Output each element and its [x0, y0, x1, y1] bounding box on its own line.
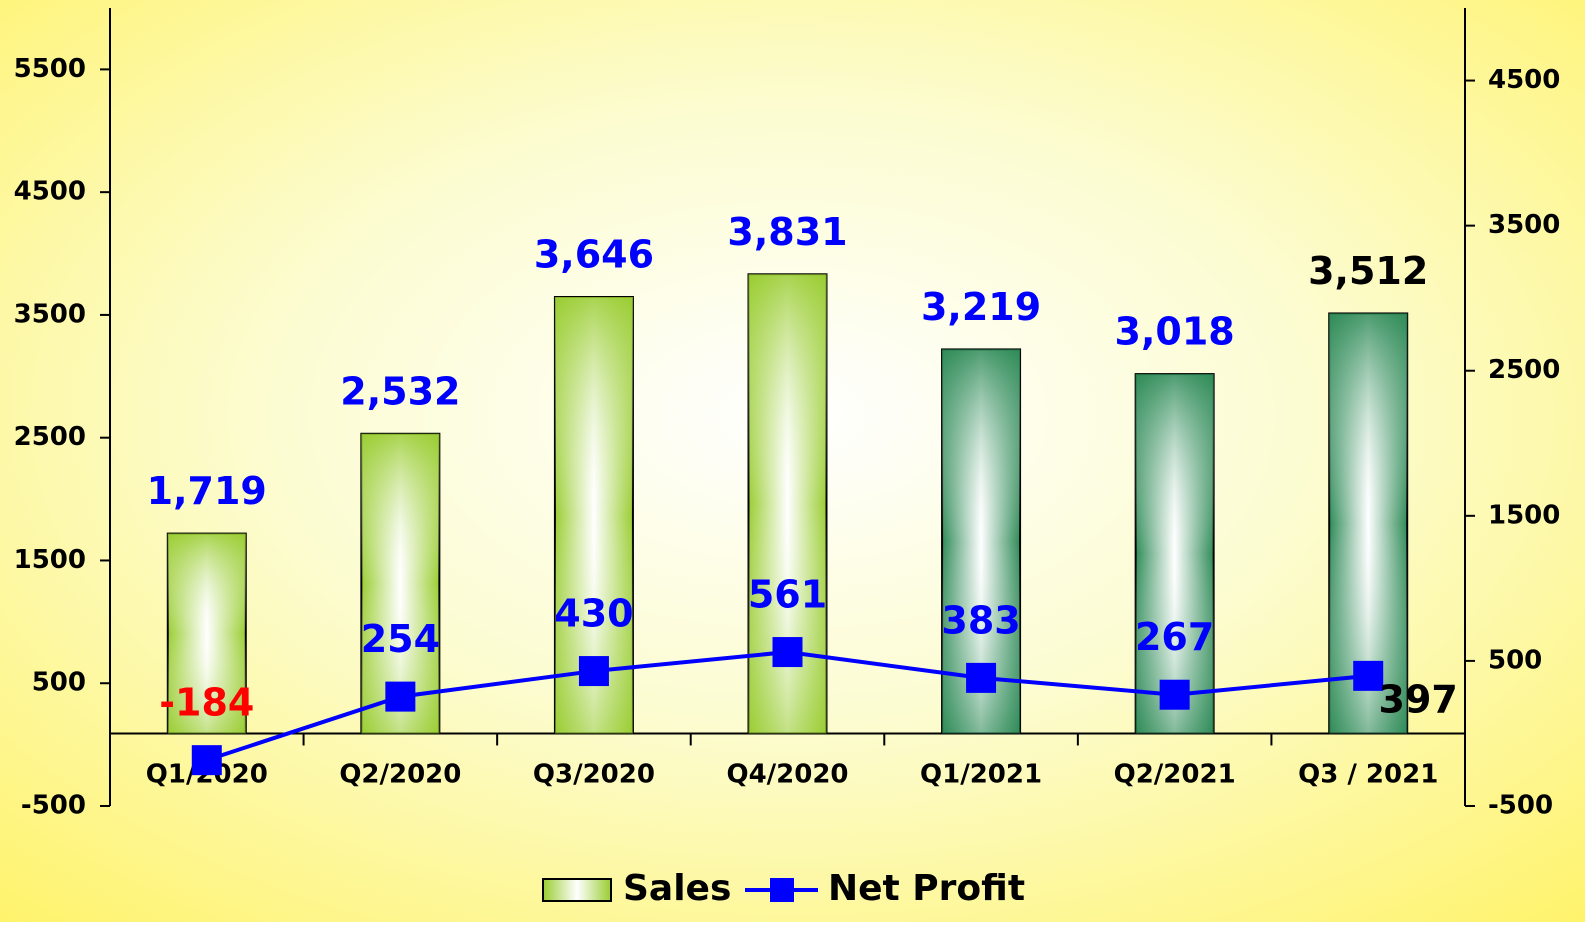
line-marker [191, 745, 222, 776]
line-value-label: 397 [1379, 677, 1458, 721]
legend-label: Sales [623, 868, 731, 909]
y-tick-label: 500 [32, 668, 86, 698]
x-tick-label: Q4/2020 [726, 760, 848, 790]
y-tick-label: -500 [21, 791, 86, 821]
x-tick-label: Q1/2021 [920, 760, 1042, 790]
line-value-label: 254 [361, 617, 440, 661]
line-value-label: 561 [748, 573, 827, 617]
bar-value-label: 1,719 [147, 469, 267, 513]
line-marker [1159, 679, 1190, 710]
y2-tick-label: 500 [1488, 645, 1542, 675]
y2-tick-label: 1500 [1488, 500, 1560, 530]
bar-value-label: 3,831 [727, 210, 847, 254]
line-marker [385, 681, 416, 712]
line-value-label: -184 [159, 681, 254, 725]
y2-tick-label: 3500 [1488, 210, 1560, 240]
x-tick-label: Q3/2020 [533, 760, 655, 790]
y-tick-label: 3500 [14, 299, 86, 329]
x-tick-label: Q2/2020 [339, 760, 461, 790]
line-marker [966, 662, 997, 693]
x-tick-label: Q2/2021 [1114, 760, 1236, 790]
bar-value-label: 2,532 [340, 369, 460, 413]
y-tick-label: 5500 [14, 54, 86, 84]
legend-marker [770, 878, 794, 902]
bar-value-label: 3,018 [1115, 310, 1235, 354]
legend-swatch [542, 878, 612, 902]
line-value-label: 383 [941, 598, 1020, 642]
y-tick-label: 2500 [14, 422, 86, 452]
y-tick-label: 1500 [14, 545, 86, 575]
bar-value-label: 3,219 [921, 285, 1041, 329]
bar-value-label: 3,512 [1308, 249, 1428, 293]
line-value-label: 430 [554, 592, 633, 636]
legend-label: Net Profit [828, 868, 1025, 909]
bar-value-label: 3,646 [534, 232, 654, 276]
x-tick-label: Q3 / 2021 [1298, 760, 1438, 790]
line-value-label: 267 [1135, 615, 1214, 659]
y2-tick-label: 4500 [1488, 65, 1560, 95]
y2-tick-label: -500 [1488, 791, 1553, 821]
line-marker [1353, 660, 1384, 691]
line-marker [578, 656, 609, 687]
line-marker [772, 637, 803, 668]
y-tick-label: 4500 [14, 177, 86, 207]
bar-shade [167, 533, 246, 734]
y2-tick-label: 2500 [1488, 355, 1560, 385]
bar-shade [1135, 374, 1214, 734]
